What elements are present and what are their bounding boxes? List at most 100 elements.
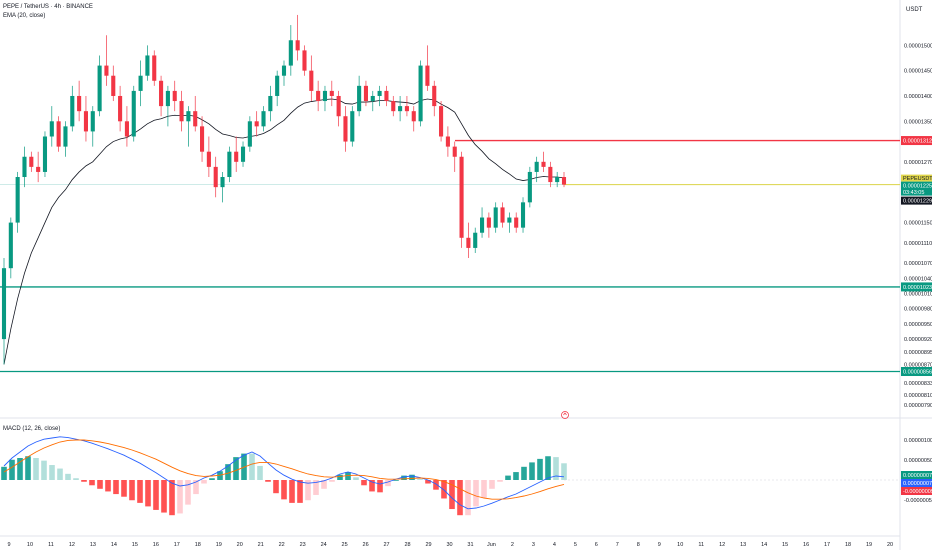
candle-body [220, 177, 225, 188]
macd-histogram-bar [89, 480, 95, 486]
price-badges: 0.00001312 0.00001023 0.00000856 PEPEUSDT 0.… [901, 136, 932, 377]
candle [29, 151, 34, 172]
macd-histogram-bar [489, 480, 495, 489]
price-tick-label: 0.00001270 [904, 160, 932, 166]
time-tick-label: 17 [174, 542, 180, 548]
candle [288, 25, 293, 76]
candle [527, 166, 532, 208]
candle-body [200, 126, 205, 152]
candle [493, 202, 498, 233]
candle-body [432, 85, 437, 107]
macd-value-label: 0.00000007 [903, 473, 932, 479]
candle-body [350, 111, 355, 142]
candle [90, 106, 95, 147]
macd-histogram-bar [265, 480, 271, 482]
macd-histogram-bar [57, 468, 63, 480]
macd-histogram-bar [81, 480, 87, 482]
candle-body [83, 111, 88, 132]
macd-value-label: -0.00000009 [903, 489, 932, 495]
candle [507, 212, 512, 233]
candle-body [288, 40, 293, 66]
macd-histogram-bar [233, 457, 239, 480]
candle-body [411, 111, 416, 122]
macd-histogram-bar [281, 480, 287, 500]
time-tick-label: 18 [195, 542, 201, 548]
signal-line [3, 439, 565, 500]
candle [254, 111, 259, 137]
time-tick-label: 15 [782, 542, 788, 548]
candle [329, 80, 334, 107]
candle-body [425, 65, 430, 86]
macd-histogram-bar [297, 480, 303, 503]
candle [486, 212, 491, 238]
ema-line-layer [3, 98, 565, 365]
candle-body [261, 111, 266, 127]
candle [118, 85, 123, 132]
macd-histogram-bar [177, 480, 183, 514]
time-tick-label: 22 [279, 542, 285, 548]
macd-histogram-bar [425, 480, 431, 484]
time-tick-label: 12 [719, 542, 725, 548]
price-tick-label: 0.00000950 [904, 322, 932, 328]
price-axis[interactable]: 0.00001500 0.00001450 0.00001400 0.00001350… [904, 43, 932, 409]
candle [439, 101, 444, 142]
candle-body [329, 90, 334, 96]
candle [514, 212, 519, 233]
candle [391, 95, 396, 117]
candle [261, 106, 266, 132]
price-tick-label: 0.00000895 [904, 350, 932, 356]
candle [534, 156, 539, 183]
price-tick-label: 0.00000833 [904, 381, 932, 387]
macd-histogram-bar [393, 480, 399, 481]
macd-histogram-bar [145, 480, 151, 507]
candle [459, 151, 464, 248]
candle [555, 171, 560, 188]
price-tick-label: 0.00000980 [904, 307, 932, 313]
candle [22, 146, 27, 188]
macd-histogram-bar [257, 465, 263, 480]
time-tick-label: 23 [300, 542, 306, 548]
macd-histogram-bar [385, 480, 391, 487]
macd-histogram-bar [105, 480, 111, 492]
symbol-title: PEPE / TetherUS · 4h · BINANCE [3, 4, 93, 10]
replay-icon[interactable] [561, 411, 569, 419]
candle-body [172, 90, 177, 102]
time-tick-label: 11 [48, 542, 54, 548]
candle-body [357, 85, 362, 112]
macd-histogram-bar [313, 480, 319, 495]
candle-body [473, 232, 478, 248]
macd-tick-label: 0.00000100 [904, 438, 932, 444]
candle-body [152, 55, 157, 81]
candle [8, 217, 13, 279]
time-tick-label: 19 [216, 542, 222, 548]
macd-histogram-bar [161, 480, 167, 513]
candle [1, 258, 7, 365]
candle-body [370, 95, 375, 102]
time-axis[interactable]: 9 10 11 12 13 14 15 16 17 18 19 20 21 22 23 24 25 26 27 28 2… [7, 542, 893, 548]
horizontal-levels [0, 139, 900, 373]
candle-body [343, 116, 348, 142]
candle [480, 207, 485, 238]
candle [411, 106, 416, 132]
macd-histogram-bar [113, 480, 119, 495]
candle [466, 222, 471, 259]
macd-histogram-bar [353, 477, 359, 480]
candle [145, 45, 150, 81]
candle-body [104, 65, 109, 76]
time-tick-label: 10 [27, 542, 33, 548]
candle-body [445, 136, 450, 147]
time-tick-label: 27 [384, 542, 390, 548]
candle-body [452, 146, 457, 157]
candle-body [391, 101, 396, 112]
time-tick-label: 13 [90, 542, 96, 548]
candle-body [227, 151, 232, 178]
candle-body [336, 95, 341, 117]
symbol-badge-label: PEPEUSDT [903, 176, 932, 182]
macd-axis[interactable]: 0.00000100 0.00000050 -0.00000050 0.0000000… [901, 438, 932, 504]
time-tick-label: 18 [845, 542, 851, 548]
macd-tick-label: -0.00000050 [904, 498, 932, 504]
candle [425, 45, 430, 91]
candle [56, 116, 61, 152]
